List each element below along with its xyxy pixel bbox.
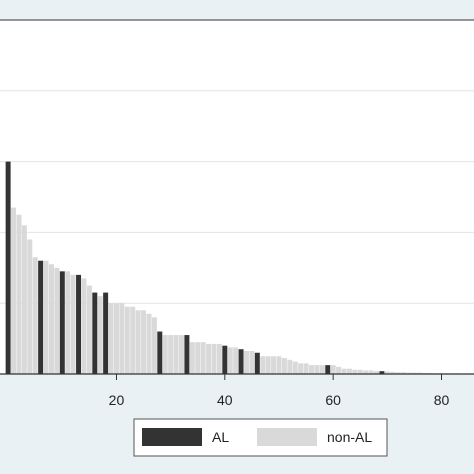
bar-non-al (189, 342, 195, 374)
x-tick-label: 40 (217, 392, 233, 408)
bar-non-al (357, 369, 363, 374)
bar-non-al (249, 350, 255, 374)
legend-label: AL (212, 429, 229, 445)
bar-non-al (162, 335, 168, 374)
bar-non-al (292, 361, 298, 374)
bar-non-al (130, 306, 136, 374)
bar-non-al (16, 214, 22, 374)
bar-non-al (27, 239, 33, 374)
bar-non-al (11, 207, 17, 374)
bar-non-al (200, 342, 206, 374)
bar-non-al (314, 365, 320, 374)
bar-non-al (21, 225, 27, 374)
bar-al (325, 365, 331, 374)
bar-non-al (368, 370, 374, 374)
bar-non-al (363, 370, 369, 374)
bar-non-al (32, 257, 38, 374)
bar-non-al (260, 356, 266, 374)
bar-non-al (124, 306, 130, 374)
bar-non-al (287, 359, 293, 374)
bar-non-al (211, 343, 217, 374)
bar-non-al (374, 371, 379, 374)
bar-al (38, 260, 44, 374)
bar-non-al (401, 372, 407, 374)
bar-non-al (417, 372, 423, 374)
bar-non-al (411, 372, 417, 374)
bar-non-al (336, 366, 342, 374)
bar-al (222, 345, 228, 374)
legend-swatch-al (142, 428, 202, 446)
bar-non-al (151, 317, 157, 374)
bar-non-al (346, 368, 352, 374)
bar-non-al (173, 335, 179, 374)
bar-non-al (108, 303, 114, 374)
bar-non-al (70, 274, 76, 374)
bar-non-al (281, 358, 287, 374)
bar-al (5, 161, 11, 374)
bar-non-al (135, 310, 141, 374)
bar-non-al (65, 271, 71, 374)
bar-non-al (81, 278, 87, 374)
bar-non-al (406, 372, 412, 374)
x-tick-label: 60 (325, 392, 341, 408)
bar-al (379, 371, 385, 374)
bar-al (59, 271, 65, 374)
bar-non-al (48, 264, 54, 374)
bar-al (76, 274, 82, 374)
x-tick-label: 20 (109, 392, 125, 408)
bar-non-al (308, 365, 314, 374)
bar-al (184, 335, 190, 374)
bar-non-al (178, 335, 184, 374)
bar-non-al (206, 343, 212, 374)
bar-al (254, 352, 260, 374)
bar-non-al (384, 371, 390, 374)
bar-non-al (243, 350, 249, 374)
bar-non-al (195, 342, 201, 374)
x-tick-label: 80 (434, 392, 450, 408)
legend: AL non-AL (133, 418, 388, 457)
bar-non-al (395, 372, 401, 374)
bar-non-al (141, 310, 147, 374)
bar-non-al (330, 365, 336, 374)
bar-non-al (271, 356, 277, 374)
bar-non-al (303, 363, 309, 374)
bar-non-al (97, 296, 103, 374)
bar-non-al (227, 347, 233, 374)
bar-al (103, 292, 109, 374)
bar-non-al (86, 285, 92, 374)
bar-non-al (352, 369, 358, 374)
bar-non-al (113, 303, 119, 374)
bar-non-al (216, 343, 222, 374)
bar-non-al (390, 371, 396, 374)
bar-non-al (168, 335, 174, 374)
bar-non-al (146, 313, 152, 374)
bar-non-al (298, 363, 304, 374)
bar-non-al (54, 267, 60, 374)
legend-swatch-non-al (257, 428, 317, 446)
bar-non-al (233, 347, 239, 374)
bar-non-al (319, 365, 325, 374)
bar-non-al (265, 356, 271, 374)
bar-al (157, 331, 163, 374)
bar-non-al (43, 260, 49, 374)
bar-al (238, 349, 244, 374)
bar-non-al (276, 356, 282, 374)
bar-al (92, 292, 98, 374)
bar-non-al (119, 303, 125, 374)
legend-label: non-AL (327, 429, 372, 445)
bar-non-al (341, 368, 347, 374)
